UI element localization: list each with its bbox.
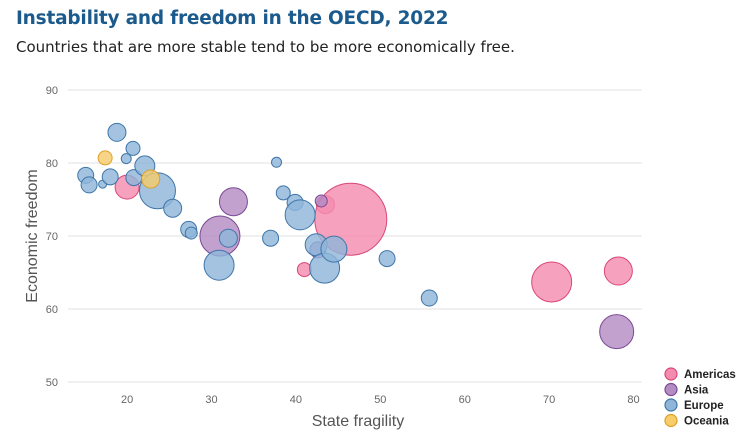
- bubble-europe[interactable]: [125, 140, 141, 156]
- bubble-europe[interactable]: [184, 226, 198, 240]
- bubble-europe[interactable]: [80, 176, 98, 194]
- y-tick-label: 90: [46, 85, 58, 97]
- y-tick-label: 70: [46, 231, 58, 243]
- y-tick-label: 60: [46, 304, 58, 316]
- x-tick-label: 70: [543, 394, 555, 406]
- legend-swatch-europe: [664, 398, 678, 412]
- x-tick-label: 80: [627, 394, 639, 406]
- x-tick-label: 40: [290, 394, 302, 406]
- legend-swatch-americas: [664, 367, 678, 381]
- bubble-europe[interactable]: [163, 198, 183, 218]
- x-axis-label: State fragility: [312, 413, 404, 430]
- chart-title: Instability and freedom in the OECD, 202…: [16, 8, 449, 29]
- legend-label-americas: Americas: [684, 369, 736, 381]
- y-tick-labels: 50 60 70 80 90: [46, 85, 58, 389]
- legend-swatch-oceania: [664, 413, 678, 428]
- bubble-europe[interactable]: [101, 168, 119, 186]
- legend-label-europe: Europe: [684, 400, 724, 412]
- bubble-asia[interactable]: [599, 314, 635, 350]
- legend-label-oceania: Oceania: [684, 416, 729, 428]
- bubble-europe[interactable]: [218, 228, 238, 248]
- bubble-europe[interactable]: [378, 250, 396, 268]
- x-tick-labels: 20 30 40 50 60 70 80: [121, 394, 640, 406]
- bubble-europe[interactable]: [262, 229, 280, 247]
- y-tick-label: 50: [46, 377, 58, 389]
- bubble-europe[interactable]: [107, 122, 127, 142]
- bubble-oceania[interactable]: [141, 169, 161, 189]
- bubble-asia[interactable]: [218, 187, 248, 217]
- bubble-asia[interactable]: [314, 194, 328, 208]
- bubble-oceania[interactable]: [97, 150, 113, 166]
- y-tick-label: 80: [46, 158, 58, 170]
- bubble-europe[interactable]: [120, 153, 132, 165]
- bubble-europe[interactable]: [275, 185, 291, 201]
- bubble-europe[interactable]: [203, 249, 235, 281]
- bubble-europe[interactable]: [420, 289, 438, 307]
- x-tick-label: 20: [121, 394, 133, 406]
- x-tick-label: 30: [205, 394, 217, 406]
- x-tick-label: 50: [374, 394, 386, 406]
- bubble-europe[interactable]: [320, 235, 348, 263]
- legend: Americas Asia Europe Oceania: [664, 367, 736, 428]
- x-tick-label: 60: [459, 394, 471, 406]
- bubble-americas[interactable]: [603, 256, 633, 286]
- chart-subtitle: Countries that are more stable tend to b…: [16, 38, 515, 56]
- bubble-europe[interactable]: [284, 199, 316, 231]
- bubbles: [77, 122, 635, 350]
- bubble-americas[interactable]: [531, 261, 573, 303]
- legend-swatch-asia: [664, 382, 678, 397]
- bubble-europe[interactable]: [270, 156, 282, 168]
- y-axis-label: Economic freedom: [24, 169, 41, 302]
- legend-label-asia: Asia: [684, 385, 709, 397]
